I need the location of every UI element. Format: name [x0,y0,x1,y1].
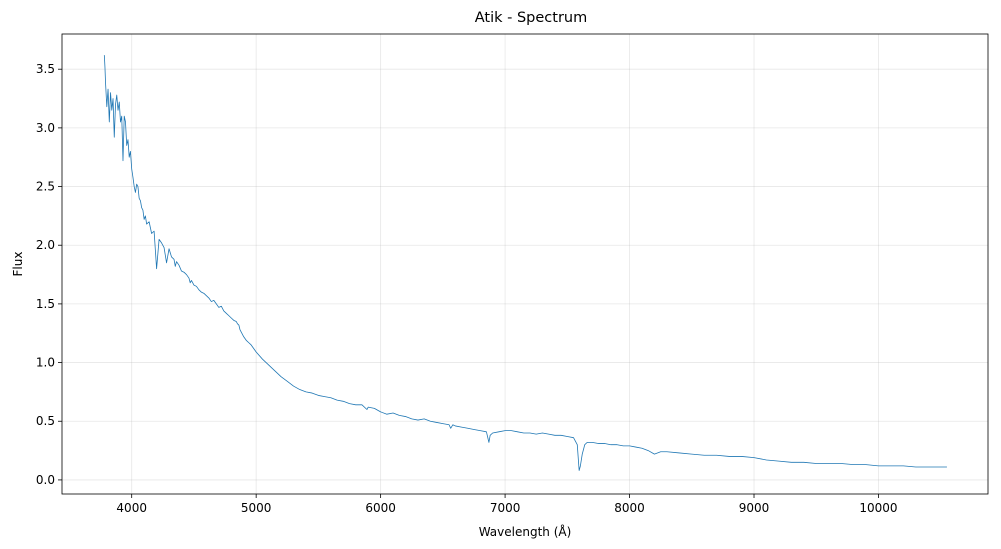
data-layer [103,55,947,471]
x-tick-label: 6000 [365,501,396,515]
y-tick-label: 2.5 [36,180,55,194]
y-tick-label: 0.5 [36,414,55,428]
x-axis-label: Wavelength (Å) [479,524,572,539]
y-tick-label: 1.5 [36,297,55,311]
x-tick-label: 8000 [614,501,645,515]
y-tick-label: 2.0 [36,238,55,252]
x-axis: 4000 5000 6000 7000 8000 9000 10000 [116,494,898,515]
y-tick-label: 1.0 [36,356,55,370]
x-tick-label: 10000 [859,501,897,515]
x-tick-label: 4000 [116,501,147,515]
x-tick-label: 9000 [739,501,770,515]
y-tick-label: 3.5 [36,62,55,76]
y-tick-label: 0.0 [36,473,55,487]
spectrum-line [103,55,947,471]
y-axis: 0.0 0.5 1.0 1.5 2.0 2.5 3.0 3.5 [36,62,62,487]
chart-title: Atik - Spectrum [475,10,588,26]
x-tick-label: 7000 [490,501,521,515]
grid-layer [62,34,988,494]
x-tick-label: 5000 [241,501,272,515]
y-axis-label: Flux [11,252,25,277]
plot-frame [61,33,989,495]
y-tick-label: 3.0 [36,121,55,135]
